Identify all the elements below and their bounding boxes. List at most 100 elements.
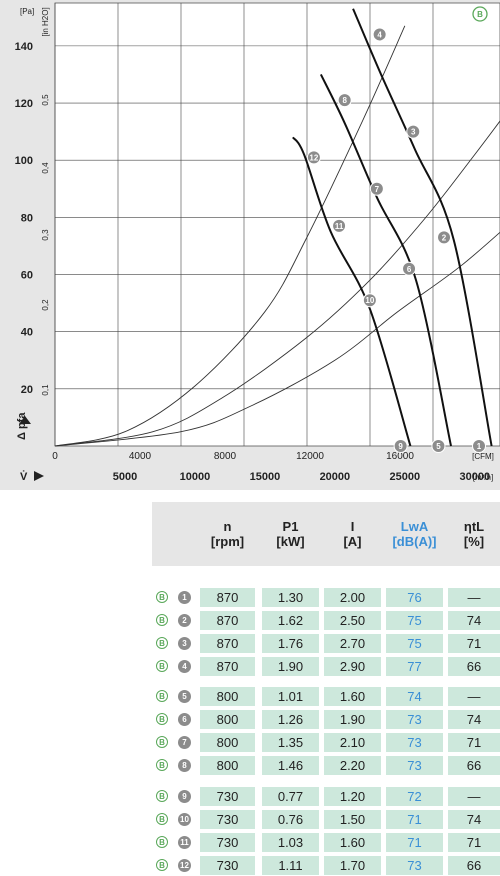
operating-point-label: 11	[335, 222, 344, 231]
operating-point-label: 4	[377, 30, 382, 39]
y-unit-label: [Pa]	[20, 7, 34, 16]
header-i-unit: [A]	[343, 534, 362, 549]
curve-b-badge	[472, 6, 488, 22]
table-row: B 4 870 1.90 2.90 77 66	[0, 657, 500, 677]
inner-y-unit-label: [in H2O]	[41, 7, 50, 36]
header-p1: P1 [kW]	[262, 502, 319, 566]
header-lwa: LwA [dB(A)]	[386, 502, 443, 566]
cell-i: 2.50	[324, 611, 381, 630]
cell-p1: 0.76	[262, 810, 319, 829]
cfm-tick-label: 12000	[296, 451, 324, 462]
cell-lwa: 71	[386, 810, 443, 829]
inner-y-tick-label: 0,2	[41, 299, 50, 311]
operating-point-badge: 6	[178, 713, 191, 726]
cell-p1: 1.90	[262, 657, 319, 676]
inner-y-tick-label: 0,4	[41, 162, 50, 174]
operating-point-4	[372, 27, 387, 42]
operating-point-badge: 12	[178, 859, 191, 872]
operating-point-label: 6	[407, 265, 412, 274]
cell-p1: 1.46	[262, 756, 319, 775]
operating-point-badge: 5	[178, 690, 191, 703]
m3h-tick-label: 15000	[250, 471, 281, 483]
cell-lwa: 73	[386, 733, 443, 752]
header-n-unit: [rpm]	[210, 534, 245, 549]
operating-point-badge: 11	[178, 836, 191, 849]
cell-lwa: 76	[386, 588, 443, 607]
operating-point-8	[337, 93, 352, 108]
cell-n: 730	[200, 810, 255, 829]
table-row: B 10 730 0.76 1.50 71 74	[0, 810, 500, 830]
cfm-tick-label: 16000	[386, 451, 414, 462]
cell-eta: 71	[448, 634, 500, 653]
operating-point-label: 3	[411, 128, 416, 137]
m3h-tick-label: 25000	[390, 471, 421, 483]
cell-p1: 1.76	[262, 634, 319, 653]
curve-b-badge: B	[156, 713, 168, 725]
cell-i: 2.20	[324, 756, 381, 775]
curve-b-badge: B	[156, 660, 168, 672]
curve-b-badge: B	[156, 859, 168, 871]
table-row: B 6 800 1.26 1.90 73 74	[0, 710, 500, 730]
cell-eta: —	[448, 687, 500, 706]
operating-point-11	[332, 218, 347, 233]
header-n-label: n	[223, 519, 232, 534]
cell-lwa: 73	[386, 756, 443, 775]
m3h-tick-label: 20000	[320, 471, 351, 483]
cell-i: 2.10	[324, 733, 381, 752]
cell-eta: 66	[448, 756, 500, 775]
cell-n: 870	[200, 634, 255, 653]
table-row: B 3 870 1.76 2.70 75 71	[0, 634, 500, 654]
curve-b-label: B	[477, 10, 483, 19]
cell-eta: 74	[448, 611, 500, 630]
operating-point-10	[362, 293, 377, 308]
table-row: B 8 800 1.46 2.20 73 66	[0, 756, 500, 776]
table-row: B 7 800 1.35 2.10 73 71	[0, 733, 500, 753]
cell-p1: 1.35	[262, 733, 319, 752]
operating-point-badge: 1	[178, 591, 191, 604]
inner-y-tick-label: 0,3	[41, 229, 50, 241]
y-tick-label: 100	[15, 155, 33, 167]
fan-curve-800	[319, 74, 453, 447]
curve-b-badge: B	[156, 813, 168, 825]
header-p1-unit: [kW]	[276, 534, 305, 549]
operating-point-5	[431, 439, 446, 453]
cell-n: 870	[200, 588, 255, 607]
table-row: B 12 730 1.11 1.70 73 66	[0, 856, 500, 876]
system-curve-2	[54, 120, 500, 447]
m3h-tick-label: 30000	[460, 471, 491, 483]
cell-n: 730	[200, 856, 255, 875]
cfm-unit-label: [CFM]	[472, 452, 494, 461]
table-header: n [rpm] P1 [kW] I [A] LwA [dB(A)] ηtL [%]	[152, 502, 500, 566]
operating-point-label: 10	[365, 296, 374, 305]
cell-eta: 71	[448, 733, 500, 752]
header-i: I [A]	[324, 502, 381, 566]
operating-point-badge: 8	[178, 759, 191, 772]
y-tick-label: 20	[21, 384, 33, 396]
cell-i: 1.90	[324, 710, 381, 729]
curve-b-badge: B	[156, 736, 168, 748]
operating-point-3	[406, 124, 421, 139]
table-row: B 11 730 1.03 1.60 71 71	[0, 833, 500, 853]
header-i-label: I	[350, 519, 355, 534]
cell-lwa: 73	[386, 856, 443, 875]
system-curve-1	[54, 25, 406, 447]
cell-eta: 74	[448, 810, 500, 829]
fan-curve-730	[292, 136, 412, 447]
curve-b-badge: B	[156, 591, 168, 603]
y-axis-title: Δ pfa	[16, 412, 28, 440]
operating-point-badge: 7	[178, 736, 191, 749]
cell-p1: 1.01	[262, 687, 319, 706]
curve-b-badge: B	[156, 790, 168, 802]
cell-i: 2.70	[324, 634, 381, 653]
table-row: B 1 870 1.30 2.00 76 —	[0, 588, 500, 608]
cfm-tick-label: 8000	[214, 451, 237, 462]
cell-eta: 74	[448, 710, 500, 729]
cell-eta: —	[448, 588, 500, 607]
cell-i: 2.90	[324, 657, 381, 676]
operating-point-label: 1	[477, 442, 482, 451]
operating-point-label: 8	[342, 96, 347, 105]
cell-lwa: 75	[386, 634, 443, 653]
operating-point-label: 2	[442, 233, 447, 242]
m3h-unit-label: [m³/h]	[473, 473, 493, 482]
operating-point-badge: 9	[178, 790, 191, 803]
